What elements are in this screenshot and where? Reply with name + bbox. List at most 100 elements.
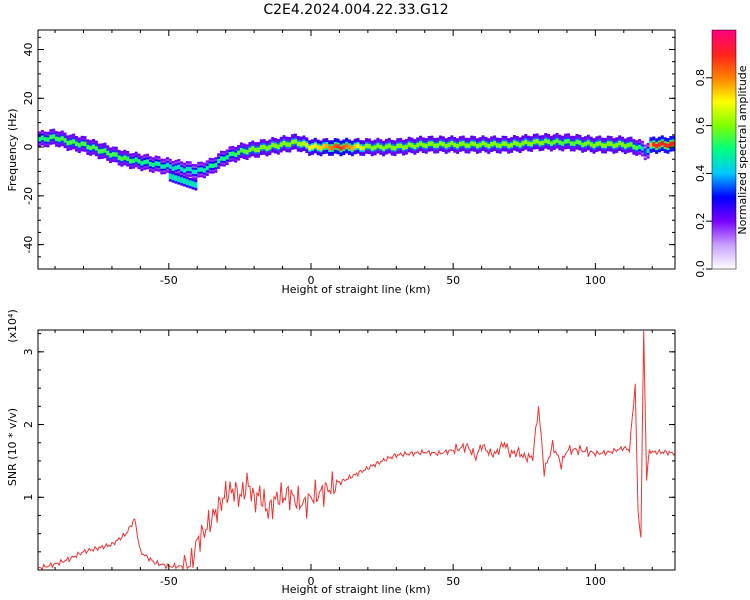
heatmap-cell [46, 137, 50, 142]
heatmap-cell [114, 152, 118, 157]
heatmap-cell [80, 141, 84, 146]
heatmap-cell [163, 164, 167, 169]
snr-plot-area: -50 0 50 100 1 2 3 [22, 329, 676, 588]
heatmap-cell [177, 176, 181, 183]
heatmap-cell [458, 141, 462, 147]
heatmap-cell [547, 139, 551, 144]
heatmap-cell [493, 141, 496, 146]
heatmap-cell [279, 142, 283, 147]
heatmap-cell [94, 146, 98, 151]
heatmap-cell [40, 135, 44, 140]
heatmap-cell [512, 140, 516, 146]
heatmap-cell [222, 156, 226, 161]
heatmap-cell [626, 142, 630, 148]
heatmap-cell [507, 143, 511, 149]
x-tick-label: 100 [585, 575, 606, 588]
heatmap-cell [291, 139, 295, 145]
heatmap-cell [165, 162, 169, 168]
x-tick-label: -50 [160, 274, 178, 287]
heatmap-cell [254, 147, 258, 153]
heatmap-cell [362, 145, 366, 151]
heatmap-cell [396, 143, 400, 149]
heatmap-cell [353, 144, 357, 149]
heatmap-cell [518, 143, 522, 148]
bottom-x-axis: -50 0 50 100 [54, 330, 653, 588]
heatmap-cell [598, 141, 602, 146]
heatmap-cell [612, 143, 616, 149]
x-tick: 100 [585, 30, 606, 287]
heatmap-cell [578, 140, 582, 145]
heatmap-cell [470, 141, 474, 146]
heatmap-cell [288, 142, 292, 147]
heatmap-cell [180, 167, 184, 172]
heatmap-cell [265, 146, 269, 151]
heatmap-cell [234, 152, 238, 157]
bottom-x-axis-label: Height of straight line (km) [281, 583, 430, 596]
x-tick-label: 50 [446, 575, 460, 588]
heatmap-cell [185, 166, 189, 172]
bottom-y-axis-label: SNR (10 * v/v) [6, 408, 19, 486]
heatmap-cell [63, 138, 67, 143]
x-tick: -50 [160, 30, 178, 287]
heatmap-cell [359, 145, 363, 151]
colorbar-tick: 0.2 [694, 212, 712, 230]
heatmap-cell [410, 143, 414, 148]
heatmap-cell [183, 178, 187, 185]
heatmap-cell [495, 143, 499, 148]
heatmap-cell [322, 144, 326, 149]
heatmap-cell [313, 143, 317, 148]
heatmap-cell [330, 145, 334, 151]
heatmap-cell [350, 146, 354, 151]
heatmap-cell [441, 141, 445, 147]
heatmap-cell [231, 151, 235, 156]
heatmap-cell [356, 143, 360, 148]
heatmap-cell [274, 143, 278, 148]
heatmap-cell [615, 142, 619, 148]
heatmap-cell [365, 143, 369, 149]
heatmap-cell [177, 164, 181, 170]
heatmap-cell [74, 141, 78, 146]
heatmap-cell [564, 139, 568, 144]
heatmap-cell [484, 142, 488, 147]
heatmap-cell [77, 143, 81, 148]
heatmap-cell [390, 145, 394, 150]
heatmap-cell [558, 140, 562, 145]
heatmap-cell [444, 143, 448, 149]
heatmap-cell [606, 141, 610, 146]
top-y-axis: -40 -20 0 20 40 [22, 36, 675, 270]
colorbar-tick: 0.0 [694, 260, 712, 278]
heatmap-cell [168, 164, 172, 169]
heatmap-cell [308, 145, 312, 151]
x-tick: 50 [446, 330, 460, 588]
heatmap-cell [438, 141, 442, 146]
heatmap-cell [256, 147, 260, 153]
heatmap-cell [649, 142, 653, 148]
heatmap-cell [239, 148, 243, 153]
heatmap-cell [60, 136, 64, 141]
colorbar-tick-label: 0.0 [694, 260, 707, 278]
heatmap-cell [581, 142, 585, 148]
heatmap-cell [131, 158, 135, 164]
heatmap-cell [629, 142, 633, 147]
heatmap-cell [473, 141, 477, 147]
heatmap-cell [561, 141, 565, 146]
x-tick: 0 [308, 330, 315, 588]
heatmap-cell [635, 145, 639, 151]
top-y-axis-label: Frequency (Hz) [6, 109, 19, 192]
heatmap-cell [38, 137, 41, 142]
heatmap-cell [188, 166, 192, 172]
heatmap-cell [515, 141, 519, 147]
heatmap-cell [117, 155, 121, 160]
heatmap-cell [205, 165, 209, 171]
heatmap-cell [57, 137, 61, 142]
heatmap-cell [652, 142, 656, 147]
heatmap-cell [384, 144, 388, 149]
heatmap-cell [498, 143, 502, 148]
heatmap-cell [83, 141, 87, 147]
heatmap-cell [86, 144, 90, 150]
heatmap-cell [168, 173, 172, 180]
heatmap-cell [248, 147, 252, 152]
heatmap-cell [407, 142, 411, 147]
heatmap-cell [510, 142, 514, 148]
heatmap-cell [302, 141, 306, 146]
